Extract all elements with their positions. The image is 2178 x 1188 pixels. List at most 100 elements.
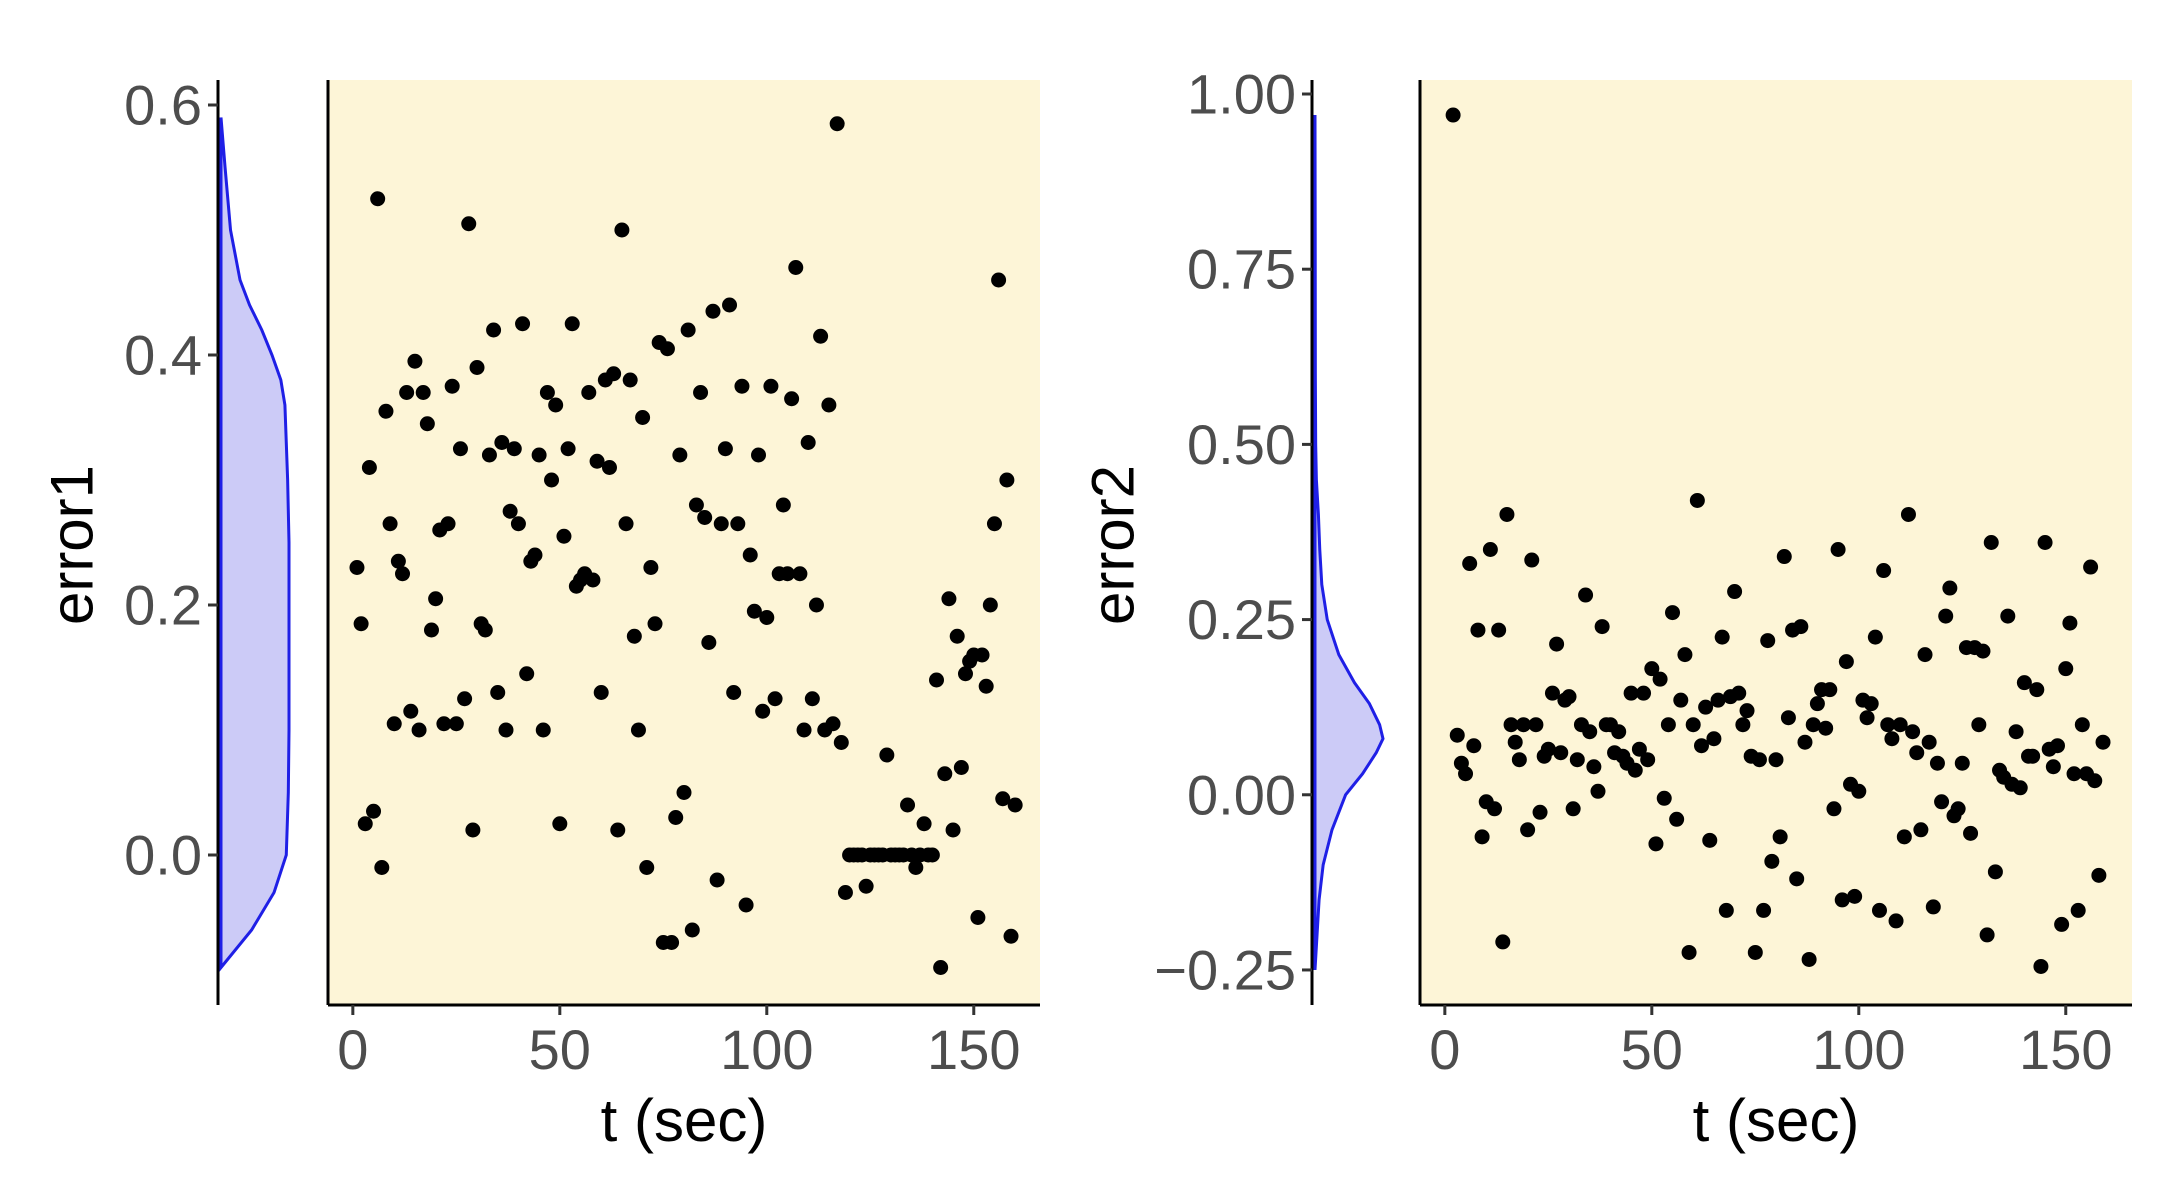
y-tick-label: 0.00 [1187,763,1296,826]
data-point [581,385,597,400]
data-point [792,566,808,582]
data-point [1553,745,1569,761]
data-point [1921,734,1937,750]
data-point [759,610,775,625]
data-point [647,616,663,632]
data-point [428,591,444,607]
data-point [1644,661,1660,677]
data-point [1772,829,1788,845]
panel-background [328,80,1040,1005]
data-point [813,328,829,344]
data-point [1532,804,1548,820]
data-point [386,716,402,732]
data-point [1859,710,1875,726]
data-point [564,316,580,332]
data-point [630,722,646,738]
data-point [610,822,626,838]
data-point [1685,717,1701,733]
data-point [713,516,729,532]
data-point [1640,752,1656,768]
data-point [382,516,398,532]
data-point [419,416,435,432]
data-point [1487,801,1503,817]
data-point [1942,580,1958,596]
data-point [1669,811,1685,827]
data-point [515,316,531,332]
data-point [2008,724,2024,740]
data-point [1863,696,1879,712]
data-point [1929,755,1945,771]
data-point [560,441,576,457]
data-point [957,666,973,682]
data-point [1652,671,1668,687]
data-point [2025,748,2041,764]
data-point [688,497,704,513]
data-point [2000,608,2016,624]
data-point [395,566,411,582]
data-point [1917,647,1933,663]
data-point [469,360,485,375]
data-point [407,353,423,369]
data-point [900,797,916,813]
data-point [705,303,721,319]
data-point [481,447,497,463]
data-point [1689,492,1705,508]
x-axis-title: t (sec) [601,1087,768,1154]
data-point [440,516,456,532]
data-point [1561,689,1577,705]
data-point [618,516,634,532]
data-point [1524,552,1540,568]
data-point [1727,584,1743,600]
data-point [804,691,820,707]
data-point [403,703,419,719]
data-point [1867,629,1883,645]
data-point [370,191,386,207]
data-point [1950,801,1966,817]
data-point [622,372,638,388]
data-point [1466,738,1482,754]
data-point [1880,717,1896,733]
data-point [945,822,961,838]
data-point [1520,822,1536,838]
data-point [746,603,762,619]
data-point [448,716,464,732]
data-point [659,341,675,357]
data-point [1896,829,1912,845]
data-point [2016,675,2032,691]
data-point [1718,902,1734,918]
data-point [1756,902,1772,918]
data-point [2058,661,2074,677]
data-point [767,691,783,707]
data-point [2049,738,2065,754]
data-point [1544,685,1560,701]
data-point [1495,934,1511,950]
data-point [722,297,738,313]
data-point [1549,636,1565,652]
data-point [1710,692,1726,708]
data-point [531,447,547,463]
x-tick-label: 100 [1812,1018,1905,1081]
data-point [1702,832,1718,848]
data-point [415,385,431,400]
data-point [2087,773,2103,789]
data-point [2074,717,2090,733]
x-axis-title: t (sec) [1693,1087,1860,1154]
data-point [519,666,535,682]
data-point [709,872,725,888]
data-point [535,722,551,738]
data-point [953,760,969,775]
data-point [742,547,758,563]
data-point [1838,654,1854,670]
data-point [1826,801,1842,817]
x-tick-label: 0 [1429,1018,1460,1081]
data-point [1665,605,1681,621]
data-point [730,516,746,532]
data-point [1987,864,2003,880]
data-point [1954,755,1970,771]
data-point [1760,633,1776,649]
data-point [1876,563,1892,579]
data-point [1768,752,1784,768]
data-point [995,791,1011,807]
panel-background [1420,80,2132,1005]
y-tick-label: 0.25 [1187,588,1296,651]
